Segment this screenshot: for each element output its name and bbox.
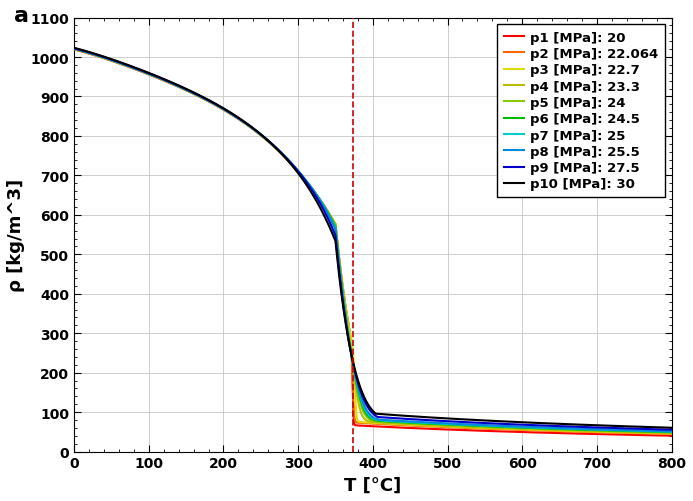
Line: p4 [MPa]: 23.3: p4 [MPa]: 23.3 [74,50,672,433]
p10 [MPa]: 30: (343, 566): 30: (343, 566) [326,226,334,232]
p3 [MPa]: 22.7: (736, 48.8): 22.7: (736, 48.8) [620,429,628,435]
p4 [MPa]: 23.3: (775, 48.1): 23.3: (775, 48.1) [649,430,658,436]
p4 [MPa]: 23.3: (336, 618): 23.3: (336, 618) [321,205,329,211]
p10 [MPa]: 30: (800, 60.6): 30: (800, 60.6) [667,425,676,431]
Line: p10 [MPa]: 30: p10 [MPa]: 30 [74,49,672,428]
p4 [MPa]: 23.3: (800, 47): 23.3: (800, 47) [667,430,676,436]
Line: p7 [MPa]: 25: p7 [MPa]: 25 [74,50,672,432]
p4 [MPa]: 23.3: (0.5, 1.02e+03): 23.3: (0.5, 1.02e+03) [70,47,78,53]
p8 [MPa]: 25.5: (736, 54.8): 25.5: (736, 54.8) [620,427,628,433]
p3 [MPa]: 22.7: (800, 45.8): 22.7: (800, 45.8) [667,431,676,437]
Text: a: a [15,6,29,26]
p7 [MPa]: 25: (380, 160): 25: (380, 160) [354,386,362,392]
p7 [MPa]: 25: (775, 51.7): 25: (775, 51.7) [649,428,658,434]
p3 [MPa]: 22.7: (336, 618): 22.7: (336, 618) [321,205,329,211]
p1 [MPa]: 20: (380, 66.3): 20: (380, 66.3) [354,423,362,429]
p10 [MPa]: 30: (736, 64.4): 30: (736, 64.4) [620,423,628,429]
p5 [MPa]: 24: (0.5, 1.02e+03): 24: (0.5, 1.02e+03) [70,47,78,53]
p1 [MPa]: 20: (736, 43): 20: (736, 43) [620,432,628,438]
p5 [MPa]: 24: (775, 49.6): 24: (775, 49.6) [649,429,658,435]
p6 [MPa]: 24.5: (0.5, 1.02e+03): 24.5: (0.5, 1.02e+03) [70,47,78,53]
p2 [MPa]: 22.064: (336, 618): 22.064: (336, 618) [321,205,329,211]
p3 [MPa]: 22.7: (380, 77.3): 22.7: (380, 77.3) [354,418,362,424]
p8 [MPa]: 25.5: (380, 164): 25.5: (380, 164) [354,384,362,390]
p5 [MPa]: 24: (343, 598): 24: (343, 598) [326,213,334,219]
p3 [MPa]: 22.7: (343, 599): 22.7: (343, 599) [326,213,334,219]
p10 [MPa]: 30: (336, 592): 30: (336, 592) [321,215,329,221]
p8 [MPa]: 25.5: (343, 592): 25.5: (343, 592) [326,216,334,222]
p1 [MPa]: 20: (0.5, 1.02e+03): 20: (0.5, 1.02e+03) [70,48,78,54]
p8 [MPa]: 25.5: (775, 52.7): 25.5: (775, 52.7) [649,428,658,434]
p9 [MPa]: 27.5: (775, 56.8): 27.5: (775, 56.8) [649,426,658,432]
p6 [MPa]: 24.5: (380, 154): 24.5: (380, 154) [354,388,362,394]
p9 [MPa]: 27.5: (336, 605): 27.5: (336, 605) [321,210,329,216]
Line: p9 [MPa]: 27.5: p9 [MPa]: 27.5 [74,49,672,430]
p10 [MPa]: 30: (775, 62): 30: (775, 62) [649,424,658,430]
p9 [MPa]: 27.5: (380, 173): 27.5: (380, 173) [354,381,362,387]
p3 [MPa]: 22.7: (775, 46.9): 22.7: (775, 46.9) [649,430,658,436]
p2 [MPa]: 22.064: (343, 599): 22.064: (343, 599) [326,213,334,219]
p9 [MPa]: 27.5: (0.5, 1.02e+03): 27.5: (0.5, 1.02e+03) [70,46,78,52]
p7 [MPa]: 25: (0.5, 1.02e+03): 25: (0.5, 1.02e+03) [70,47,78,53]
p6 [MPa]: 24.5: (775, 50.6): 24.5: (775, 50.6) [649,429,658,435]
p9 [MPa]: 27.5: (736, 59.1): 27.5: (736, 59.1) [620,425,628,431]
p6 [MPa]: 24.5: (800, 49.5): 24.5: (800, 49.5) [667,429,676,435]
X-axis label: T [°C]: T [°C] [344,476,401,494]
p2 [MPa]: 22.064: (736, 47.4): 22.064: (736, 47.4) [620,430,628,436]
p7 [MPa]: 25: (343, 594): 25: (343, 594) [326,214,334,220]
p9 [MPa]: 27.5: (581, 69.7): 27.5: (581, 69.7) [504,421,512,427]
p7 [MPa]: 25: (581, 63.4): 25: (581, 63.4) [504,424,512,430]
p8 [MPa]: 25.5: (0.5, 1.02e+03): 25.5: (0.5, 1.02e+03) [70,47,78,53]
p1 [MPa]: 20: (343, 598): 20: (343, 598) [326,213,334,219]
Legend: p1 [MPa]: 20, p2 [MPa]: 22.064, p3 [MPa]: 22.7, p4 [MPa]: 23.3, p5 [MPa]: 24, p6: p1 [MPa]: 20, p2 [MPa]: 22.064, p3 [MPa]… [497,25,665,197]
p1 [MPa]: 20: (800, 40.4): 20: (800, 40.4) [667,433,676,439]
Line: p1 [MPa]: 20: p1 [MPa]: 20 [74,51,672,436]
p2 [MPa]: 22.064: (0.5, 1.02e+03): 22.064: (0.5, 1.02e+03) [70,47,78,53]
p3 [MPa]: 22.7: (0.5, 1.02e+03): 22.7: (0.5, 1.02e+03) [70,47,78,53]
p2 [MPa]: 22.064: (380, 73.2): 22.064: (380, 73.2) [354,420,362,426]
p8 [MPa]: 25.5: (581, 64.7): 25.5: (581, 64.7) [504,423,512,429]
p4 [MPa]: 23.3: (380, 128): 23.3: (380, 128) [354,398,362,404]
p3 [MPa]: 22.7: (581, 57.6): 22.7: (581, 57.6) [504,426,512,432]
p6 [MPa]: 24.5: (343, 596): 24.5: (343, 596) [326,214,334,220]
Line: p6 [MPa]: 24.5: p6 [MPa]: 24.5 [74,50,672,432]
Line: p8 [MPa]: 25.5: p8 [MPa]: 25.5 [74,50,672,431]
p4 [MPa]: 23.3: (736, 50): 23.3: (736, 50) [620,429,628,435]
p4 [MPa]: 23.3: (343, 599): 23.3: (343, 599) [326,213,334,219]
p8 [MPa]: 25.5: (800, 51.5): 25.5: (800, 51.5) [667,428,676,434]
p2 [MPa]: 22.064: (581, 56): 22.064: (581, 56) [504,427,512,433]
p10 [MPa]: 30: (581, 76.1): 30: (581, 76.1) [504,419,512,425]
p1 [MPa]: 20: (775, 41.3): 20: (775, 41.3) [649,432,658,438]
p9 [MPa]: 27.5: (343, 579): 27.5: (343, 579) [326,220,334,226]
p4 [MPa]: 23.3: (581, 59.1): 23.3: (581, 59.1) [504,425,512,431]
p8 [MPa]: 25.5: (336, 614): 25.5: (336, 614) [321,207,329,213]
Line: p3 [MPa]: 22.7: p3 [MPa]: 22.7 [74,50,672,434]
p5 [MPa]: 24: (581, 60.9): 24: (581, 60.9) [504,425,512,431]
p1 [MPa]: 20: (581, 50.7): 20: (581, 50.7) [504,429,512,435]
p10 [MPa]: 30: (0.5, 1.02e+03): 30: (0.5, 1.02e+03) [70,46,78,52]
p6 [MPa]: 24.5: (736, 52.6): 24.5: (736, 52.6) [620,428,628,434]
p2 [MPa]: 22.064: (775, 45.6): 22.064: (775, 45.6) [649,431,658,437]
p7 [MPa]: 25: (800, 50.5): 25: (800, 50.5) [667,429,676,435]
p6 [MPa]: 24.5: (336, 617): 24.5: (336, 617) [321,206,329,212]
Y-axis label: ρ [kg/m^3]: ρ [kg/m^3] [7,179,25,292]
Line: p2 [MPa]: 22.064: p2 [MPa]: 22.064 [74,50,672,434]
p2 [MPa]: 22.064: (800, 44.6): 22.064: (800, 44.6) [667,431,676,437]
Line: p5 [MPa]: 24: p5 [MPa]: 24 [74,50,672,433]
p10 [MPa]: 30: (380, 179): 30: (380, 179) [354,378,362,384]
p7 [MPa]: 25: (736, 53.7): 25: (736, 53.7) [620,427,628,433]
p5 [MPa]: 24: (336, 618): 24: (336, 618) [321,205,329,211]
p9 [MPa]: 27.5: (800, 55.5): 27.5: (800, 55.5) [667,427,676,433]
p5 [MPa]: 24: (800, 48.5): 24: (800, 48.5) [667,430,676,436]
p7 [MPa]: 25: (336, 616): 25: (336, 616) [321,206,329,212]
p5 [MPa]: 24: (380, 146): 24: (380, 146) [354,391,362,397]
p6 [MPa]: 24.5: (581, 62.1): 24.5: (581, 62.1) [504,424,512,430]
p5 [MPa]: 24: (736, 51.6): 24: (736, 51.6) [620,428,628,434]
p1 [MPa]: 20: (336, 617): 20: (336, 617) [321,205,329,211]
